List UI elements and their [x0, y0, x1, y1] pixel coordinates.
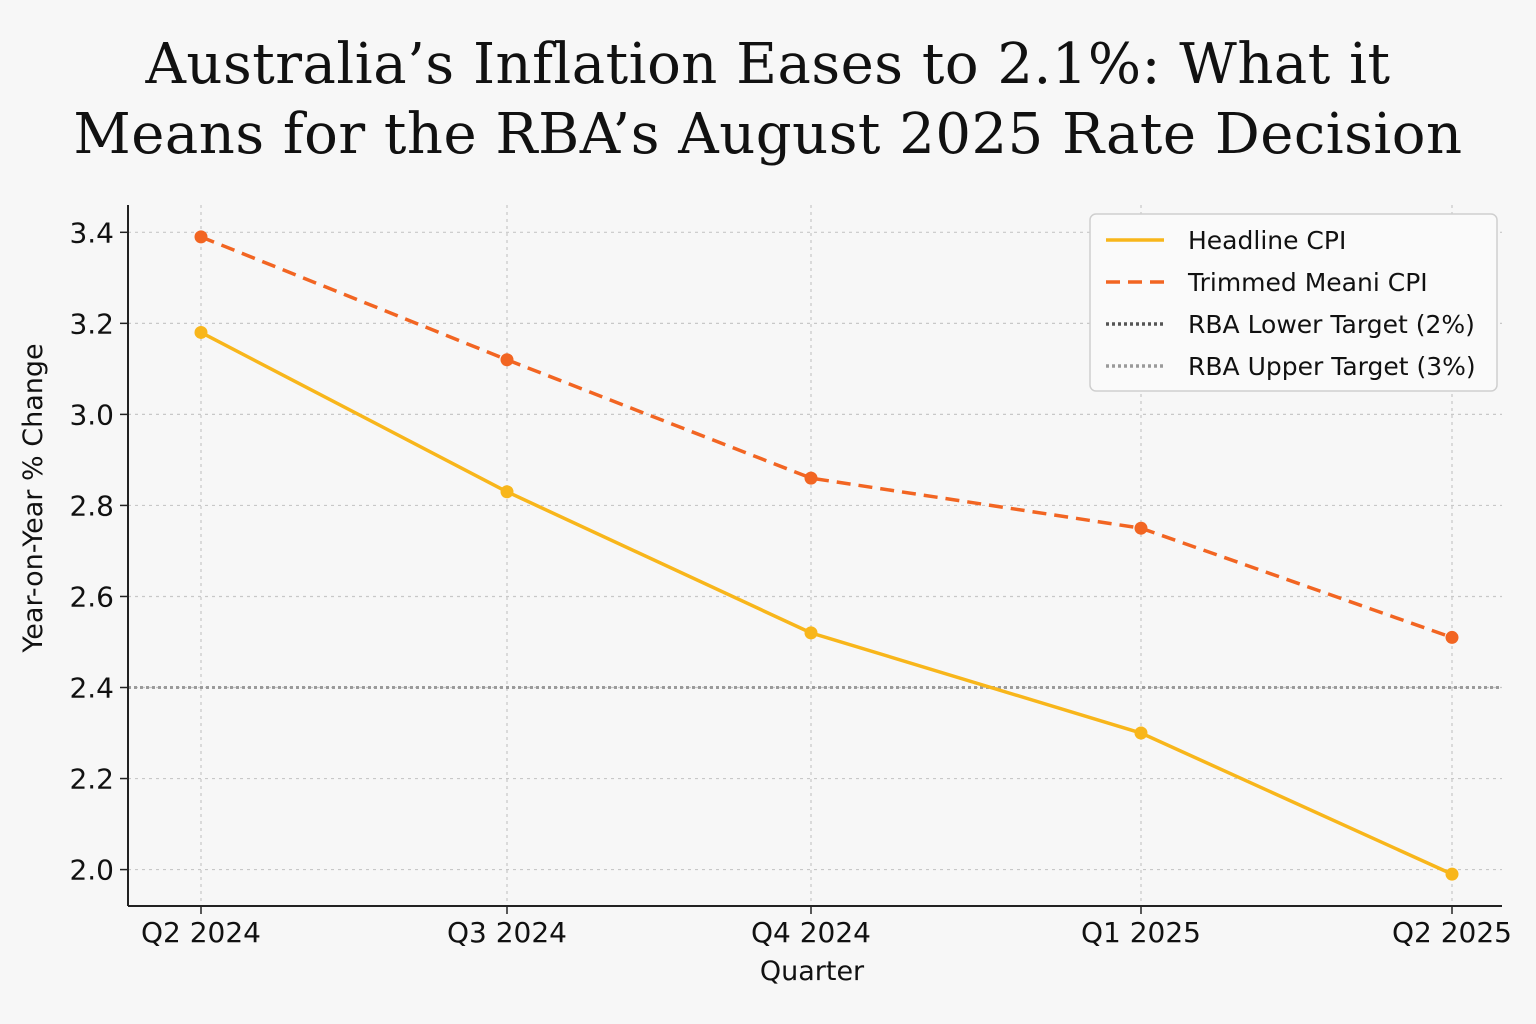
data-point [1445, 630, 1459, 644]
x-tick-labels: Q2 2024 Q3 2024 Q4 2024 Q1 2025 Q2 2025 [141, 906, 1512, 949]
axes [127, 205, 1502, 907]
y-axis-label: Year-on-Year % Change [18, 343, 49, 653]
x-tick-label: Q2 2025 [1392, 916, 1512, 949]
y-tick-label: 2.2 [69, 763, 114, 796]
data-point [500, 485, 514, 499]
data-point [1445, 867, 1459, 881]
y-tick-label: 3.4 [69, 216, 114, 249]
data-point [194, 230, 208, 244]
y-tick-label: 2.8 [69, 489, 114, 522]
data-point [1134, 521, 1148, 535]
y-tick-label: 3.0 [69, 398, 114, 431]
chart-title-line-1: Australia’s Inflation Eases to 2.1%: Wha… [145, 32, 1391, 97]
x-axis-label: Quarter [760, 956, 865, 987]
data-series [194, 230, 1459, 881]
data-point [804, 471, 818, 485]
data-point [804, 626, 818, 640]
y-tick-label: 2.4 [69, 672, 114, 705]
legend-label: RBA Lower Target (2%) [1188, 310, 1475, 339]
y-tick-label: 2.0 [69, 854, 114, 887]
x-tick-label: Q2 2024 [141, 916, 261, 949]
legend-label: Headline CPI [1188, 226, 1346, 255]
data-point [194, 325, 208, 339]
x-tick-label: Q4 2024 [751, 916, 871, 949]
y-tick-label: 2.6 [69, 580, 114, 613]
x-tick-label: Q1 2025 [1081, 916, 1201, 949]
series-line [200, 330, 1453, 876]
legend-label: RBA Upper Target (3%) [1188, 352, 1476, 381]
data-point [1134, 726, 1148, 740]
chart-title-line-2: Means for the RBA’s August 2025 Rate Dec… [73, 102, 1463, 167]
legend: Headline CPI Trimmed Meani CPI RBA Lower T… [1089, 213, 1498, 392]
legend-box [1089, 213, 1498, 392]
chart-title: Australia’s Inflation Eases to 2.1%: Wha… [0, 30, 1536, 170]
y-tick-labels: 2.0 2.2 2.4 2.6 2.8 3.0 3.2 3.4 [69, 216, 128, 887]
x-tick-label: Q3 2024 [447, 916, 567, 949]
y-tick-label: 3.2 [69, 307, 114, 340]
legend-label: Trimmed Meani CPI [1187, 268, 1428, 297]
data-point [500, 353, 514, 367]
